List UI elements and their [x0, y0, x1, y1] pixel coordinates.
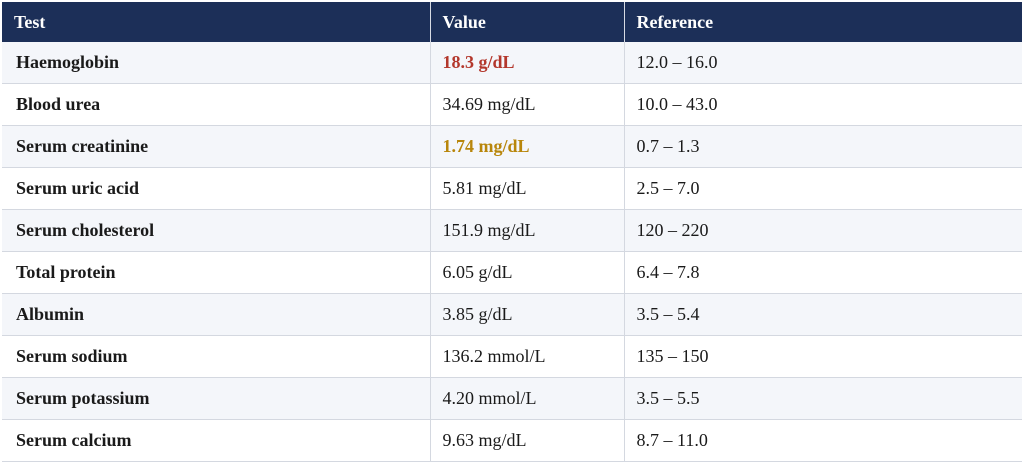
header-row: Test Value Reference — [2, 2, 1022, 42]
test-value-cell: 6.05 g/dL — [430, 251, 625, 294]
table-row: Serum cholesterol 151.9 mg/dL 120 – 220 — [2, 209, 1022, 252]
column-header-reference: Reference — [624, 2, 1022, 42]
test-value-cell: 1.74 mg/dL — [430, 125, 625, 168]
reference-range-cell: 10.0 – 43.0 — [624, 83, 1022, 126]
reference-range-cell: 3.5 – 5.4 — [624, 293, 1022, 336]
lab-results-table: Test Value Reference Haemoglobin 18.3 g/d… — [2, 2, 1022, 462]
reference-range-cell: 120 – 220 — [624, 209, 1022, 252]
table-row: Blood urea 34.69 mg/dL 10.0 – 43.0 — [2, 83, 1022, 126]
column-header-value: Value — [430, 2, 625, 42]
reference-range-cell: 2.5 – 7.0 — [624, 167, 1022, 210]
test-value-cell: 34.69 mg/dL — [430, 83, 625, 126]
test-name-cell: Total protein — [2, 251, 431, 294]
test-name-cell: Serum calcium — [2, 419, 431, 462]
table-row: Total protein 6.05 g/dL 6.4 – 7.8 — [2, 251, 1022, 294]
table-row: Serum potassium 4.20 mmol/L 3.5 – 5.5 — [2, 377, 1022, 420]
reference-range-cell: 3.5 – 5.5 — [624, 377, 1022, 420]
test-name-cell: Blood urea — [2, 83, 431, 126]
table-body: Haemoglobin 18.3 g/dL 12.0 – 16.0 Blood ure… — [2, 42, 1022, 462]
table-row: Serum calcium 9.63 mg/dL 8.7 – 11.0 — [2, 419, 1022, 462]
test-value-cell: 5.81 mg/dL — [430, 167, 625, 210]
table-row: Serum sodium 136.2 mmol/L 135 – 150 — [2, 335, 1022, 378]
test-name-cell: Serum creatinine — [2, 125, 431, 168]
test-value-cell: 151.9 mg/dL — [430, 209, 625, 252]
test-name-cell: Haemoglobin — [2, 42, 431, 84]
reference-range-cell: 12.0 – 16.0 — [624, 42, 1022, 84]
test-value-cell: 3.85 g/dL — [430, 293, 625, 336]
test-value-cell: 18.3 g/dL — [430, 42, 625, 84]
table-row: Albumin 3.85 g/dL 3.5 – 5.4 — [2, 293, 1022, 336]
reference-range-cell: 135 – 150 — [624, 335, 1022, 378]
table-row: Haemoglobin 18.3 g/dL 12.0 – 16.0 — [2, 42, 1022, 84]
table-row: Serum creatinine 1.74 mg/dL 0.7 – 1.3 — [2, 125, 1022, 168]
test-name-cell: Serum sodium — [2, 335, 431, 378]
table-row: Serum uric acid 5.81 mg/dL 2.5 – 7.0 — [2, 167, 1022, 210]
test-name-cell: Serum cholesterol — [2, 209, 431, 252]
test-value-cell: 4.20 mmol/L — [430, 377, 625, 420]
reference-range-cell: 6.4 – 7.8 — [624, 251, 1022, 294]
test-name-cell: Serum uric acid — [2, 167, 431, 210]
test-value-cell: 136.2 mmol/L — [430, 335, 625, 378]
test-name-cell: Albumin — [2, 293, 431, 336]
reference-range-cell: 8.7 – 11.0 — [624, 419, 1022, 462]
reference-range-cell: 0.7 – 1.3 — [624, 125, 1022, 168]
column-header-test: Test — [2, 2, 431, 42]
test-value-cell: 9.63 mg/dL — [430, 419, 625, 462]
test-name-cell: Serum potassium — [2, 377, 431, 420]
